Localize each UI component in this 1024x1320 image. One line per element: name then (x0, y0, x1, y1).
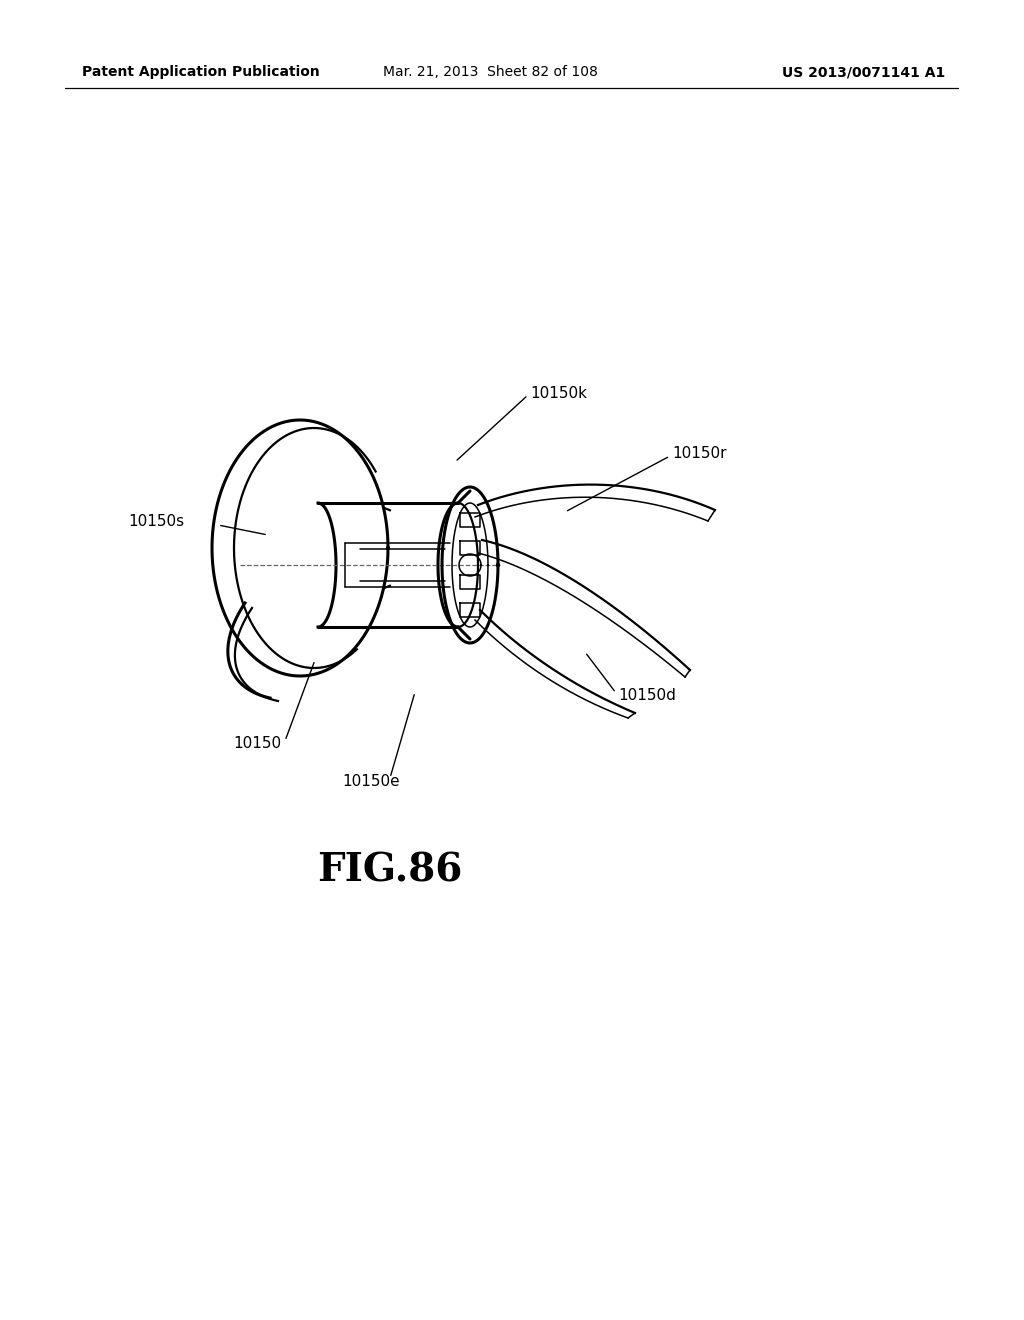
Text: 10150e: 10150e (342, 775, 399, 789)
Text: US 2013/0071141 A1: US 2013/0071141 A1 (781, 65, 945, 79)
Text: 10150k: 10150k (530, 385, 587, 400)
Text: Mar. 21, 2013  Sheet 82 of 108: Mar. 21, 2013 Sheet 82 of 108 (383, 65, 597, 79)
Text: FIG.86: FIG.86 (317, 851, 463, 888)
Text: 10150: 10150 (233, 737, 282, 751)
Text: 10150r: 10150r (672, 446, 726, 461)
Text: Patent Application Publication: Patent Application Publication (82, 65, 319, 79)
Text: 10150s: 10150s (128, 515, 184, 529)
Text: 10150d: 10150d (618, 689, 676, 704)
